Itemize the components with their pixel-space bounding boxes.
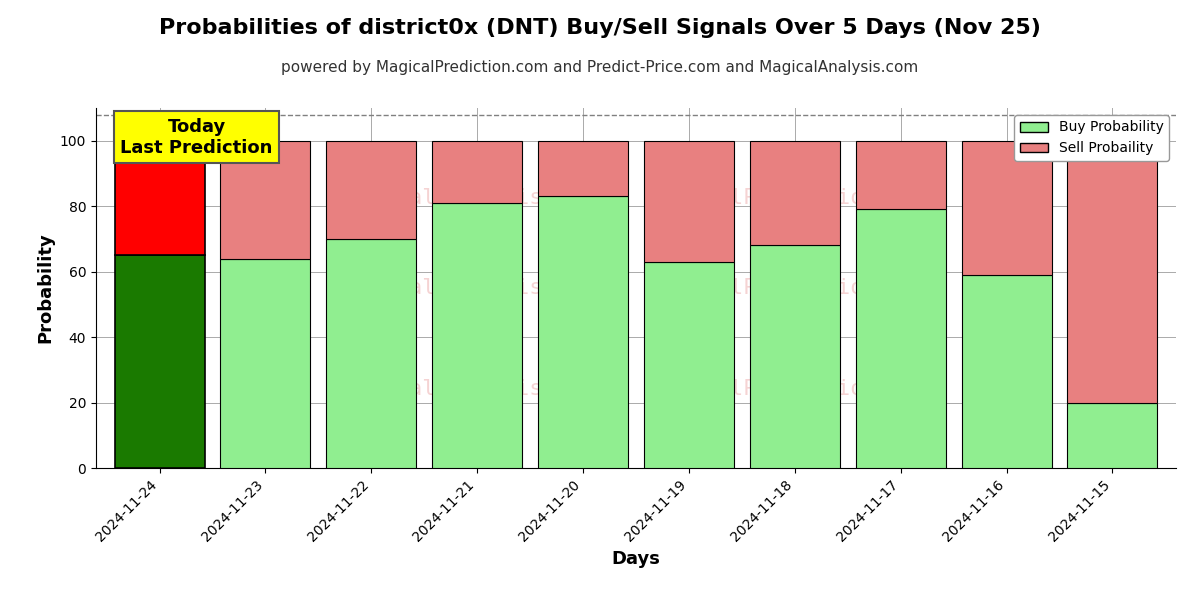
Text: Probabilities of district0x (DNT) Buy/Sell Signals Over 5 Days (Nov 25): Probabilities of district0x (DNT) Buy/Se… [160,18,1040,38]
Bar [114,141,204,255]
Bar [644,141,734,262]
Y-axis label: Probability: Probability [36,233,54,343]
Bar [432,203,522,468]
Bar [856,209,946,468]
Bar [114,255,204,468]
Bar [326,141,416,239]
Bar [1068,403,1158,468]
Bar [961,275,1051,468]
Bar [538,196,628,468]
Bar [750,245,840,468]
X-axis label: Days: Days [612,550,660,568]
Bar [644,262,734,468]
Bar [221,259,311,468]
Bar [326,239,416,468]
Legend: Buy Probability, Sell Probaility: Buy Probability, Sell Probaility [1014,115,1169,161]
Text: MagicalAnalysis.com    MagicalPrediction.com: MagicalAnalysis.com MagicalPrediction.co… [342,278,930,298]
Bar [432,141,522,203]
Text: MagicalAnalysis.com    MagicalPrediction.com: MagicalAnalysis.com MagicalPrediction.co… [342,379,930,399]
Bar [961,141,1051,275]
Bar [538,141,628,196]
Bar [856,141,946,209]
Bar [221,141,311,259]
Text: MagicalAnalysis.com    MagicalPrediction.com: MagicalAnalysis.com MagicalPrediction.co… [342,188,930,208]
Bar [750,141,840,245]
Text: powered by MagicalPrediction.com and Predict-Price.com and MagicalAnalysis.com: powered by MagicalPrediction.com and Pre… [281,60,919,75]
Bar [1068,141,1158,403]
Text: Today
Last Prediction: Today Last Prediction [120,118,272,157]
